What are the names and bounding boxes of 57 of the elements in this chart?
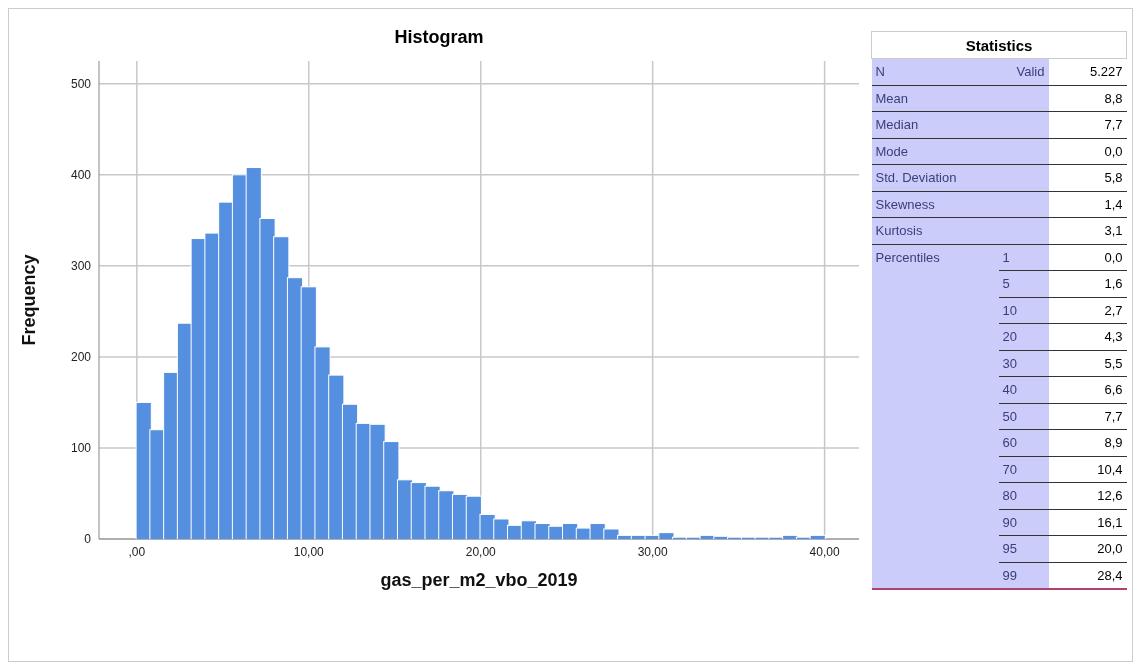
text: 5,5 xyxy=(1104,355,1123,371)
text: 8,8 xyxy=(1104,90,1123,106)
category-label: 50 xyxy=(1002,408,1017,424)
category-label: N xyxy=(875,64,885,80)
text: Statistics xyxy=(871,31,1127,59)
category-label: 20 xyxy=(1002,329,1017,345)
category-label: Mode xyxy=(875,143,909,159)
category-label: 90 xyxy=(1002,514,1017,530)
x-tick-label: 30,00 xyxy=(637,544,669,559)
text: 0,0 xyxy=(1104,143,1123,159)
text: 12,6 xyxy=(1097,488,1123,504)
text: 10,4 xyxy=(1097,461,1123,477)
text: 4,3 xyxy=(1104,329,1123,345)
category-label: Kurtosis xyxy=(875,223,923,239)
x-tick-label: ,00 xyxy=(128,544,146,559)
text: 6,6 xyxy=(1104,382,1123,398)
text: 0,0 xyxy=(1104,249,1123,265)
y-tick-label: 500 xyxy=(70,77,92,92)
x-axis-title: gas_per_m2_vbo_2019 xyxy=(380,570,578,590)
x-tick-label: 40,00 xyxy=(809,544,840,559)
category-label: 10 xyxy=(1002,302,1017,318)
y-axis-title: Frequency xyxy=(19,254,40,346)
text: 5.227 xyxy=(1089,64,1123,80)
y-tick-label: 0 xyxy=(84,532,92,547)
category-label: Median xyxy=(875,117,919,133)
category-label: 95 xyxy=(1002,541,1017,557)
text: 28,4 xyxy=(1097,567,1123,583)
category-label: 40 xyxy=(1002,382,1017,398)
text: 7,7 xyxy=(1104,117,1123,133)
category-label: Percentiles xyxy=(875,250,940,265)
category-label: Skewness xyxy=(875,196,935,212)
text: 3,1 xyxy=(1104,223,1123,239)
category-label: 30 xyxy=(1002,355,1017,371)
text: 20,0 xyxy=(1097,541,1123,557)
y-tick-label: 200 xyxy=(70,350,92,365)
y-tick-label: 100 xyxy=(70,441,92,456)
text: 5,8 xyxy=(1104,170,1123,186)
x-tick-label: 20,00 xyxy=(465,544,497,559)
category-label: Mean xyxy=(875,90,909,106)
text: 2,7 xyxy=(1104,302,1123,318)
text: 1,6 xyxy=(1104,276,1123,292)
category-label: Valid xyxy=(1016,64,1045,80)
category-label: 70 xyxy=(1002,461,1017,477)
category-label: 60 xyxy=(1002,435,1017,451)
category-label: Std. Deviation xyxy=(875,170,957,186)
x-tick-label: 10,00 xyxy=(293,544,325,559)
category-label: 99 xyxy=(1002,567,1017,583)
chart-title: Histogram xyxy=(393,27,485,48)
y-tick-label: 300 xyxy=(70,259,92,274)
y-tick-label: 400 xyxy=(70,168,92,183)
category-label: 1 xyxy=(1002,249,1010,265)
category-label: 5 xyxy=(1002,276,1010,292)
text: 8,9 xyxy=(1104,435,1123,451)
category-label: 80 xyxy=(1002,488,1017,504)
text: 1,4 xyxy=(1104,196,1123,212)
text: 7,7 xyxy=(1104,408,1123,424)
text: 16,1 xyxy=(1097,514,1123,530)
